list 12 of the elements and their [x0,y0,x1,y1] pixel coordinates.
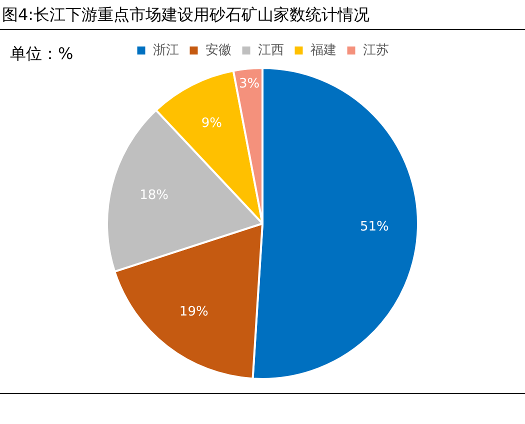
legend-label: 安徽 [205,42,232,58]
chart-title: 图4:长江下游重点市场建设用砂石矿山家数统计情况 [2,5,370,26]
chart-subtitle: 单位：% [10,44,74,65]
data-label: 9% [201,116,222,132]
legend-label: 江苏 [362,42,389,58]
data-label: 3% [239,76,260,92]
data-label: 19% [179,304,208,320]
legend-label: 江西 [258,42,284,58]
data-label: 51% [360,219,389,234]
legend-label: 浙江 [152,42,179,58]
data-label: 18% [140,188,169,204]
legend-label: 福建 [310,42,336,58]
